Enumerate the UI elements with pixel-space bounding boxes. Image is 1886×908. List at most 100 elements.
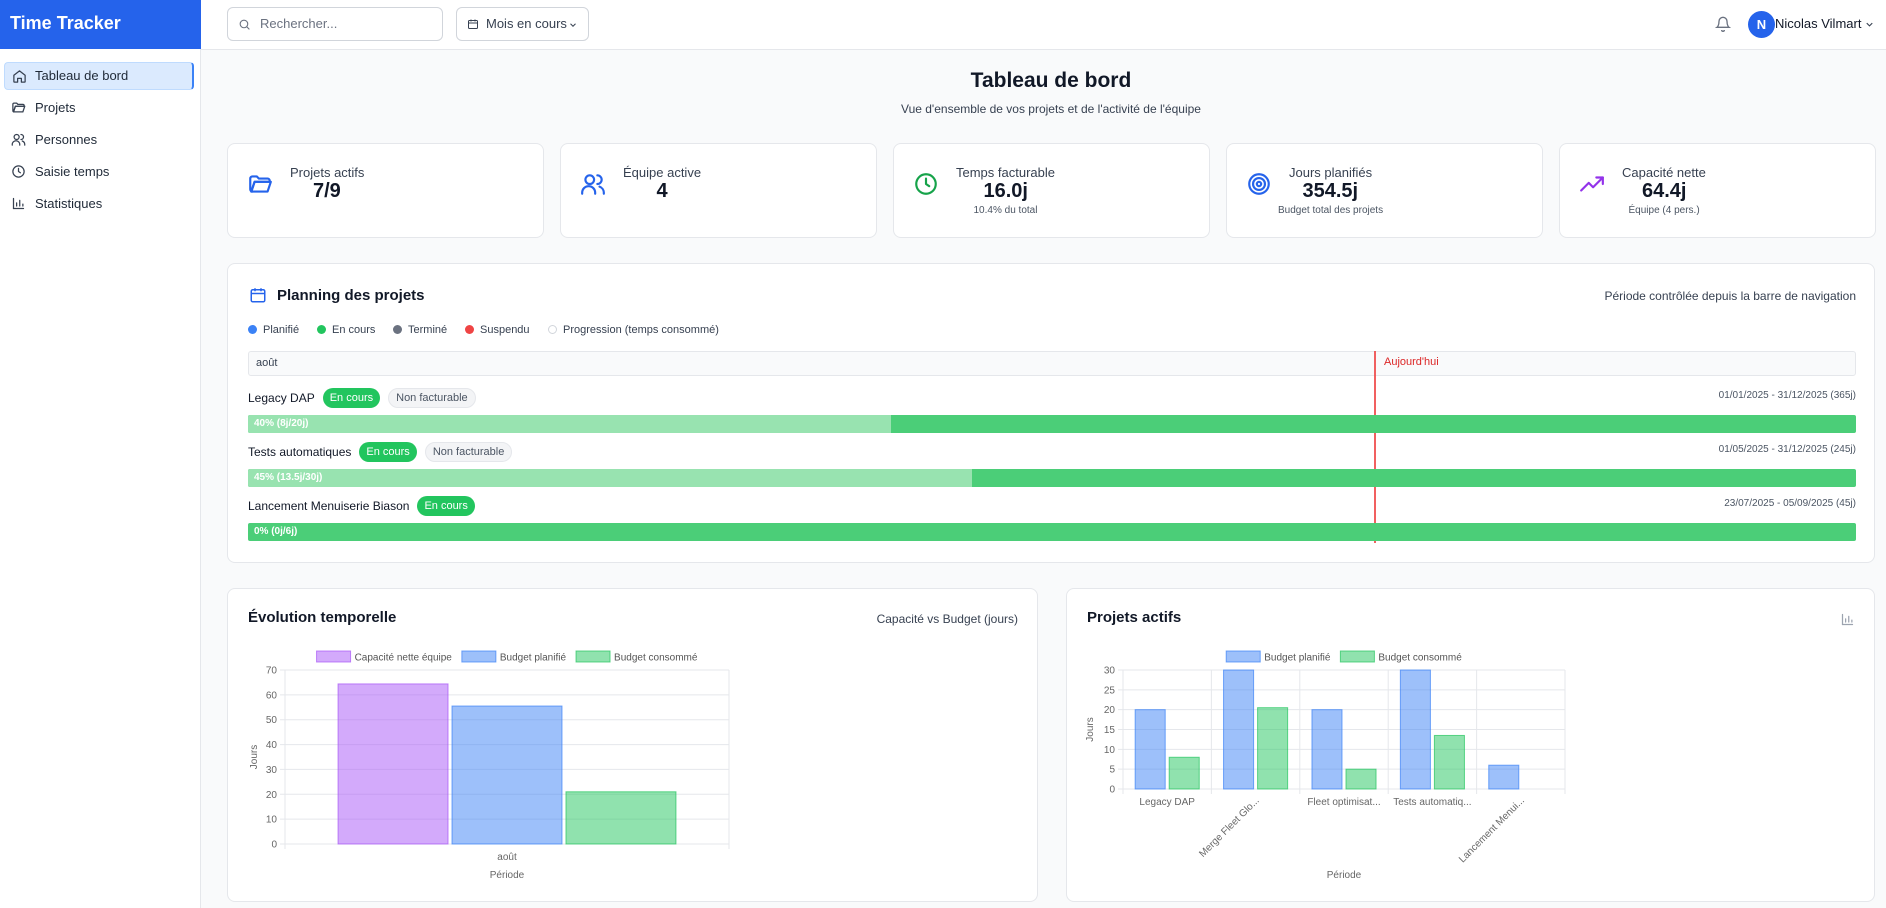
legend-swatch — [575, 650, 611, 663]
x-axis-label: Période — [1327, 870, 1362, 881]
legend-item: Progression (temps consommé) — [548, 324, 719, 336]
project-name: Lancement Menuiserie Biason — [248, 498, 410, 513]
y-tick-label: 25 — [1104, 685, 1116, 696]
kpi-label: Capacité nette — [1622, 165, 1706, 180]
bar — [1223, 669, 1255, 790]
user-name[interactable]: Nicolas Vilmart — [1775, 16, 1862, 31]
kpi-card: Capacité nette 64.4j Équipe (4 pers.) — [1559, 143, 1876, 238]
y-tick-label: 50 — [266, 715, 278, 726]
legend-swatch — [1225, 650, 1261, 663]
kpi-note: Équipe (4 pers.) — [1628, 205, 1700, 216]
kpi-card: Jours planifiés 354.5j Budget total des pr… — [1226, 143, 1543, 238]
bar — [1345, 768, 1377, 790]
nav-label: Personnes — [35, 132, 98, 147]
y-tick-label: 30 — [266, 765, 278, 776]
nav-item[interactable]: Statistiques — [4, 190, 194, 218]
page-title: Tableau de bord — [970, 69, 1132, 92]
project-header: Lancement Menuiserie Biason En cours — [248, 494, 475, 517]
period-select[interactable]: Mois en cours — [456, 7, 589, 41]
project-header: Tests automatiques En cours Non facturable — [248, 440, 513, 463]
x-tick-label: Merge Fleet Glo... — [1197, 795, 1261, 859]
legend-swatch — [461, 650, 497, 663]
progress-label: 45% (13.5j/30j) — [254, 472, 323, 483]
y-tick-label: 60 — [266, 690, 278, 701]
y-tick-label: 10 — [1104, 745, 1116, 756]
y-tick-label: 0 — [271, 840, 277, 851]
progress-label: 0% (0j/6j) — [254, 526, 298, 537]
bar — [1168, 756, 1200, 790]
y-tick-label: 70 — [266, 666, 278, 677]
kpi-note: Budget total des projets — [1278, 205, 1384, 216]
legend-dot — [548, 325, 557, 334]
bar — [1134, 709, 1166, 790]
timeline-header: août — [248, 351, 1856, 376]
nav-icon — [11, 133, 26, 146]
kpi-icon — [581, 174, 605, 195]
project-dates: 01/01/2025 - 31/12/2025 (365j) — [1718, 390, 1856, 401]
billing-badge: Non facturable — [424, 441, 513, 462]
project-bar: 45% (13.5j/30j) — [248, 469, 1856, 487]
planning-title: Planning des projets — [277, 287, 425, 304]
kpi-value: 16.0j — [983, 180, 1028, 202]
app-title[interactable]: Time Tracker — [0, 0, 201, 49]
y-tick-label: 20 — [266, 790, 278, 801]
today-label: Aujourd'hui — [1384, 356, 1439, 368]
legend-dot — [393, 325, 402, 334]
kpi-label: Jours planifiés — [1289, 165, 1373, 180]
chart-card: Évolution temporelle Capacité vs Budget (… — [227, 588, 1038, 902]
kpi-value: 7/9 — [313, 180, 341, 202]
x-tick-label: Fleet optimisat... — [1307, 797, 1380, 808]
nav-item[interactable]: Personnes — [4, 126, 194, 154]
nav-label: Statistiques — [35, 196, 103, 211]
nav-item[interactable]: Saisie temps — [4, 158, 194, 186]
legend-label: En cours — [332, 324, 376, 336]
bar — [1488, 764, 1520, 790]
y-tick-label: 10 — [266, 815, 278, 826]
chart-title: Évolution temporelle — [248, 609, 397, 626]
legend-item: En cours — [317, 324, 375, 336]
kpi-value: 354.5j — [1302, 180, 1359, 202]
y-tick-label: 5 — [1109, 765, 1115, 776]
project-header: Legacy DAP En cours Non facturable — [248, 386, 476, 409]
nav-item[interactable]: Projets — [4, 94, 194, 122]
project-bar: 40% (8j/20j) — [248, 415, 1856, 433]
nav-label: Saisie temps — [35, 164, 110, 179]
kpi-label: Temps facturable — [956, 165, 1055, 180]
search-placeholder: Rechercher... — [260, 16, 338, 31]
project-name: Tests automatiques — [248, 444, 352, 459]
sidebar: Time Tracker Tableau de bord Projets Perso… — [0, 0, 201, 908]
topbar: Rechercher... Mois en cours N Nicolas Vi… — [201, 0, 1886, 50]
billing-badge: Non facturable — [388, 387, 476, 408]
legend-dot — [465, 325, 474, 334]
legend-label: Terminé — [408, 324, 448, 336]
bar — [1257, 707, 1289, 790]
kpi-label: Projets actifs — [290, 165, 365, 180]
calendar-icon — [468, 19, 478, 29]
chart: 0 5 10 15 20 25 30 Legacy DAP Merge Fleet Glo...… — [1085, 650, 1566, 881]
bar — [1311, 709, 1343, 790]
nav-item[interactable]: Tableau de bord — [4, 62, 194, 90]
search-box[interactable]: Rechercher... — [227, 7, 443, 41]
avatar[interactable]: N — [1748, 11, 1775, 38]
project-dates: 23/07/2025 - 05/09/2025 (45j) — [1724, 498, 1856, 509]
calendar-icon — [250, 288, 266, 303]
y-tick-label: 0 — [1109, 785, 1115, 796]
legend-label: Budget planifié — [1264, 653, 1331, 664]
y-tick-label: 40 — [266, 740, 278, 751]
legend-label: Budget planifié — [500, 653, 567, 664]
kpi-icon — [1580, 176, 1604, 192]
legend-dot — [248, 325, 257, 334]
user-chevron — [1866, 22, 1873, 27]
y-tick-label: 15 — [1104, 725, 1116, 736]
legend-swatch — [316, 650, 352, 663]
kpi-icon — [915, 173, 937, 195]
bell-icon[interactable] — [1715, 16, 1731, 32]
legend: Budget planifié Budget consommé — [1225, 650, 1462, 664]
legend-swatch — [1339, 650, 1375, 663]
legend-label: Budget consommé — [1378, 653, 1462, 664]
project-dates: 01/05/2025 - 31/12/2025 (245j) — [1718, 444, 1856, 455]
legend-label: Budget consommé — [614, 653, 698, 664]
planning-card: Planning des projets Période contrôlée d… — [227, 263, 1875, 563]
chart-icon — [1841, 613, 1854, 626]
legend-label: Capacité nette équipe — [355, 653, 453, 664]
